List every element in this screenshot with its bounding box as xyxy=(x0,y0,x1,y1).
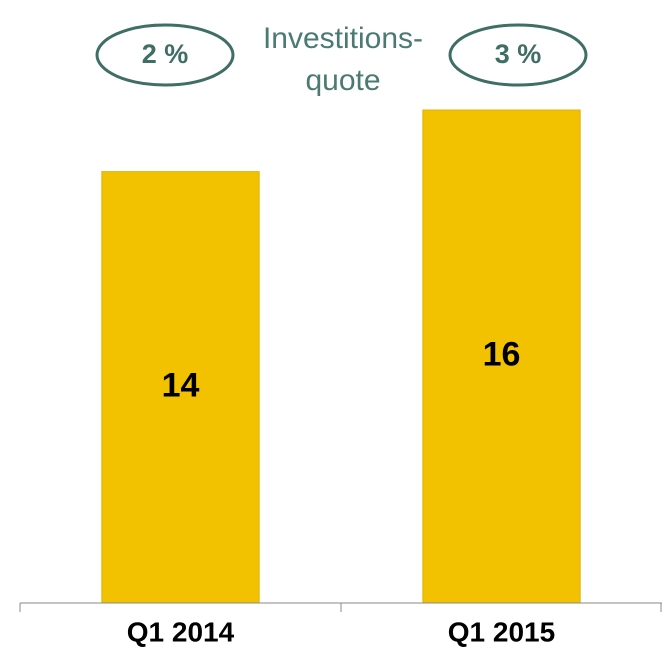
data-label: 16 xyxy=(483,335,521,373)
data-label: 14 xyxy=(162,366,200,404)
x-tick-label: Q1 2015 xyxy=(448,616,555,647)
ratio-label: 3 % xyxy=(495,39,542,69)
ratio-label: 2 % xyxy=(142,39,189,69)
bar xyxy=(101,171,260,604)
annotation-line: quote xyxy=(305,64,380,97)
x-tick-label: Q1 2014 xyxy=(127,616,235,647)
bar xyxy=(422,109,581,604)
ratio-oval xyxy=(448,23,588,87)
ratio-oval xyxy=(95,23,235,87)
annotation-line: Investitions- xyxy=(263,22,423,55)
